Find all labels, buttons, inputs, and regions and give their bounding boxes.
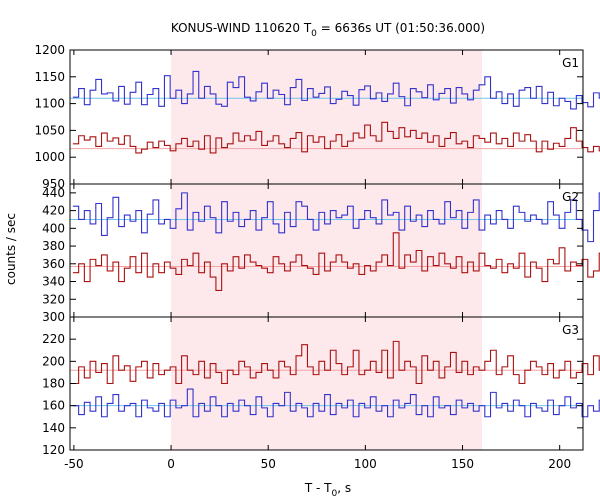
- x-axis-label: T - T0, s: [304, 481, 351, 499]
- y-tick-label: 340: [42, 275, 65, 289]
- panel-label: G3: [562, 323, 579, 337]
- y-tick-label: 420: [42, 204, 65, 218]
- highlight-interval: [171, 50, 482, 184]
- panel-label: G2: [562, 190, 579, 204]
- y-tick-label: 1050: [34, 123, 65, 137]
- panels-layer: 950 1000 1050 1100 1150 1200 G1 300 320 340 360 380…: [34, 43, 600, 457]
- y-tick-label: 950: [42, 177, 65, 191]
- y-tick-label: 400: [42, 221, 65, 235]
- series-line-1: [72, 121, 600, 154]
- y-axis-label: counts / sec: [4, 213, 18, 285]
- y-tick-label: 120: [42, 443, 65, 457]
- y-tick-label: 360: [42, 257, 65, 271]
- x-tick-label: -50: [64, 457, 84, 471]
- y-tick-label: 440: [42, 186, 65, 200]
- panel-g2: 300 320 340 360 380 400 420 440 G2: [42, 183, 600, 324]
- y-tick-label: 140: [42, 421, 65, 435]
- highlight-interval: [171, 184, 482, 317]
- panel-label: G1: [562, 56, 579, 70]
- y-tick-label: 1200: [34, 43, 65, 57]
- y-tick-label: 200: [42, 354, 65, 368]
- x-tick-labels: -50 0 50 100 150 200: [64, 457, 571, 471]
- panel-g3: 120 140 160 180 200 220 G3: [42, 316, 600, 457]
- y-tick-label: 1100: [34, 97, 65, 111]
- chart-title: KONUS-WIND 110620 T0 = 6636s UT (01:50:3…: [171, 21, 485, 39]
- y-tick-label: 300: [42, 310, 65, 324]
- series-line-1: [72, 232, 600, 291]
- x-tick-label: 50: [261, 457, 276, 471]
- y-tick-label: 320: [42, 292, 65, 306]
- x-tick-label: 200: [548, 457, 571, 471]
- panel-g1: 950 1000 1050 1100 1150 1200 G1: [34, 43, 600, 191]
- y-tick-label: 1150: [34, 70, 65, 84]
- y-tick-label: 220: [42, 332, 65, 346]
- series-line-0: [72, 70, 600, 110]
- x-tick-label: 0: [167, 457, 175, 471]
- y-tick-label: 380: [42, 239, 65, 253]
- x-tick-label: 150: [451, 457, 474, 471]
- series-line-1: [72, 388, 600, 418]
- series-line-0: [72, 340, 600, 385]
- x-tick-label: 100: [354, 457, 377, 471]
- y-tick-label: 180: [42, 377, 65, 391]
- series-line-0: [72, 192, 600, 243]
- y-tick-label: 1000: [34, 150, 65, 164]
- y-tick-label: 160: [42, 399, 65, 413]
- highlight-interval: [171, 317, 482, 450]
